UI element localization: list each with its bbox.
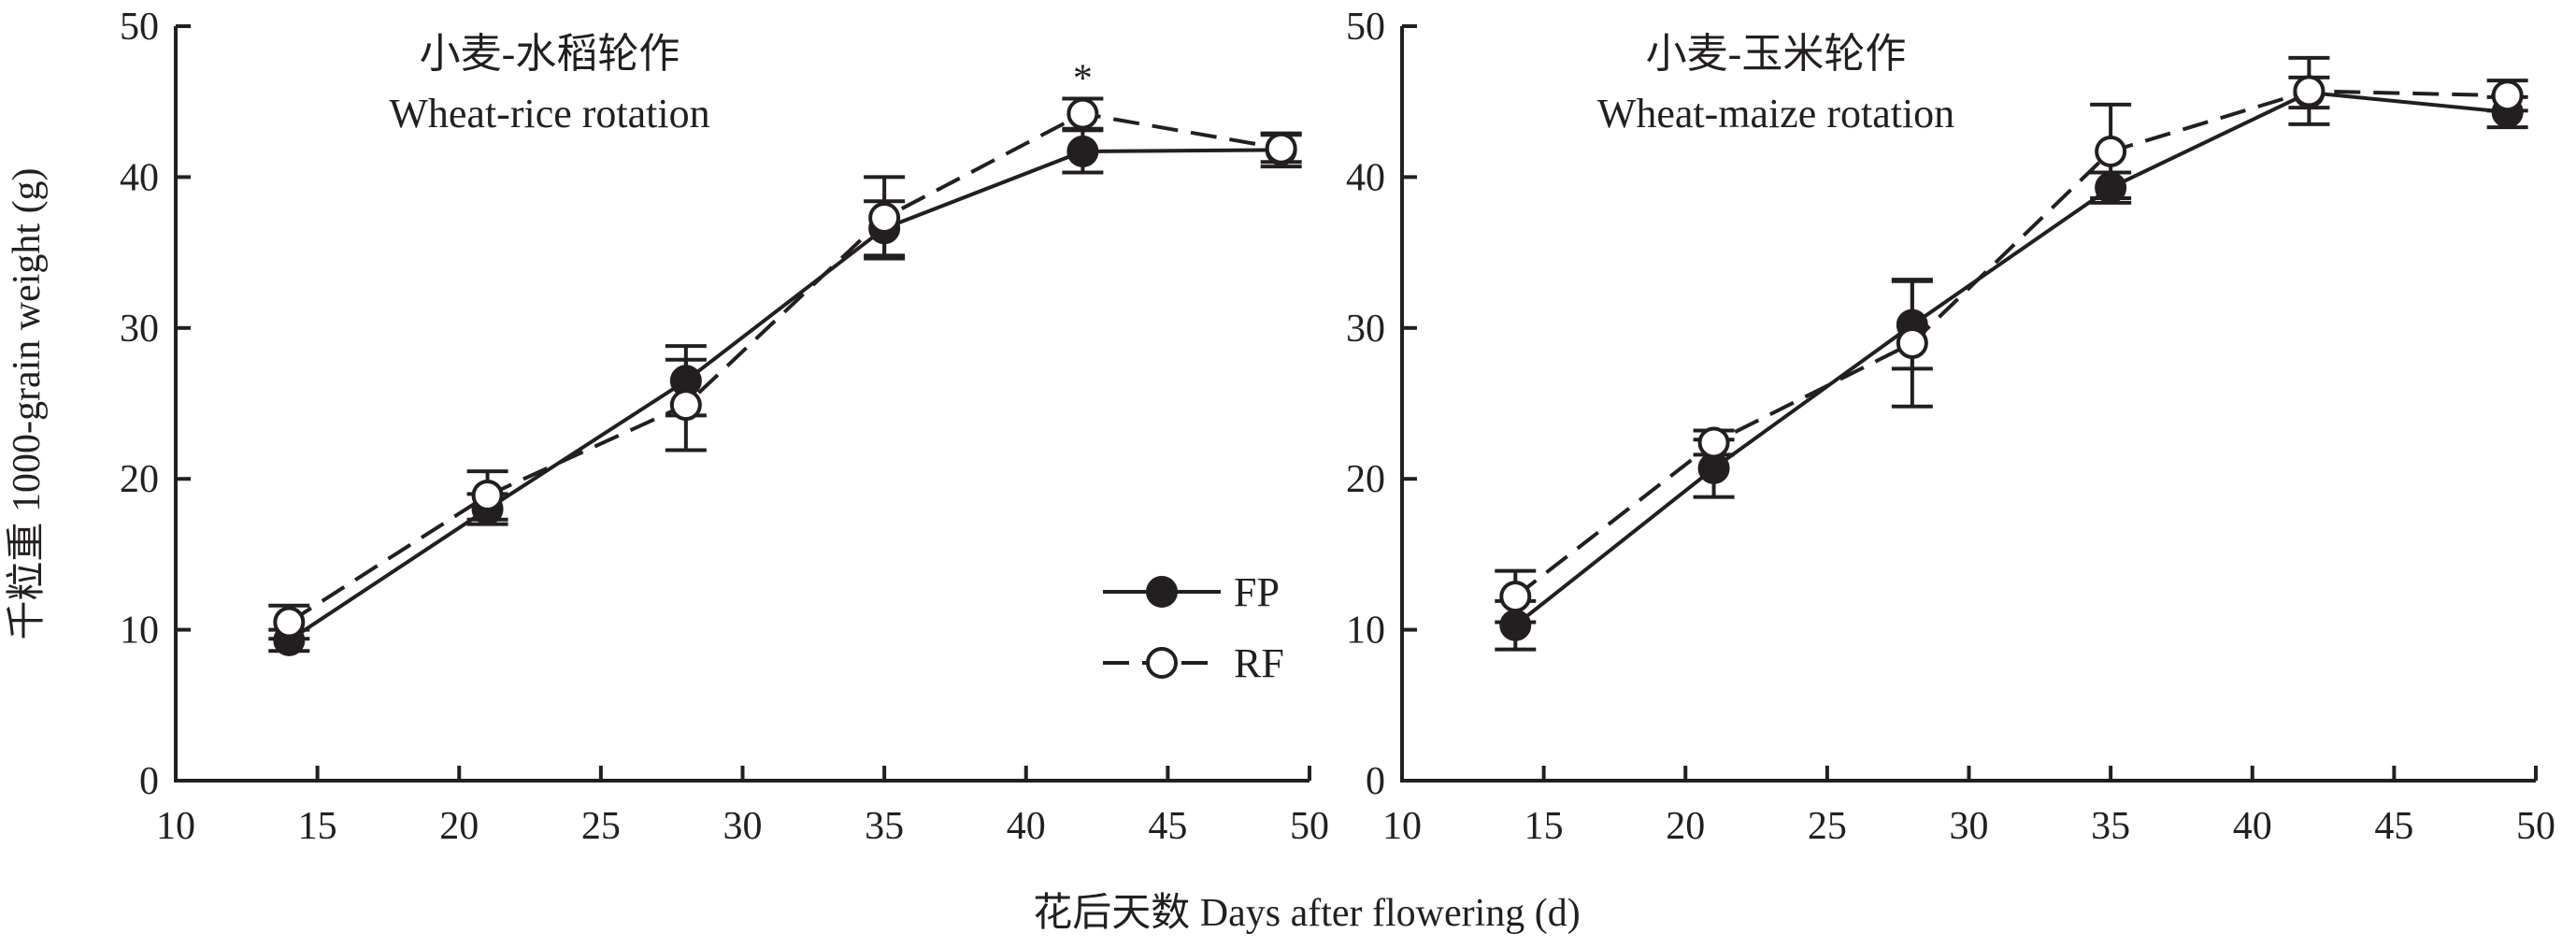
y-axis-label: 千粒重 1000-grain weight (g) xyxy=(6,167,49,639)
x-tick-label: 30 xyxy=(723,805,763,848)
y-tick-label: 20 xyxy=(120,458,159,501)
data-point-RF xyxy=(1697,426,1730,459)
x-tick-label: 40 xyxy=(1007,805,1046,848)
x-tick-label: 35 xyxy=(2091,805,2130,848)
x-tick-label: 15 xyxy=(1524,805,1564,848)
data-point-RF xyxy=(2293,75,2326,108)
x-axis-label: 花后天数 Days after flowering (d) xyxy=(1033,892,1581,935)
data-point-RF xyxy=(1066,97,1099,130)
x-tick-label: 15 xyxy=(298,805,337,848)
legend: FP RF xyxy=(1103,569,1284,686)
x-tick-label: 40 xyxy=(2233,805,2272,848)
y-tick-label: 30 xyxy=(1346,308,1385,351)
y-tick-label: 30 xyxy=(120,308,159,351)
legend-marker-RF xyxy=(1146,647,1178,679)
series-line-RF xyxy=(1514,89,2508,598)
x-tick-label: 50 xyxy=(2516,805,2555,848)
series-line-RF xyxy=(288,111,1282,625)
y-tick-label: 0 xyxy=(1366,760,1385,803)
y-tick-label: 50 xyxy=(1346,6,1385,49)
x-tick-label: 50 xyxy=(1290,805,1329,848)
data-point-RF xyxy=(2095,135,2127,167)
data-point-RF xyxy=(273,606,306,639)
x-tick-label: 10 xyxy=(156,805,195,848)
data-point-FP xyxy=(2095,171,2127,204)
data-point-RF xyxy=(669,389,702,422)
data-point-RF xyxy=(868,201,901,234)
x-tick-label: 10 xyxy=(1382,805,1422,848)
y-tick-label: 50 xyxy=(120,6,159,49)
panel-1: 10 15 20 25 30 35 40 45 5001020304050小麦-水稻轮作Whea… xyxy=(120,6,1329,848)
panel-title-cn: 小麦-玉米轮作 xyxy=(1646,31,1907,77)
data-point-RF xyxy=(1499,581,1532,613)
y-tick-label: 10 xyxy=(120,610,159,653)
legend-label-RF: RF xyxy=(1234,640,1284,686)
data-point-RF xyxy=(1896,326,1928,359)
x-tick-label: 45 xyxy=(2374,805,2413,848)
significance-marker: * xyxy=(1073,57,1093,100)
series-line-FP xyxy=(288,148,1281,642)
series-line-FP xyxy=(1514,90,2508,627)
y-tick-label: 10 xyxy=(1346,610,1385,653)
legend-marker-FP xyxy=(1146,576,1178,608)
x-tick-label: 35 xyxy=(865,805,904,848)
y-tick-label: 0 xyxy=(139,760,159,803)
y-tick-label: 40 xyxy=(1346,156,1385,199)
data-point-RF xyxy=(2491,79,2524,112)
x-tick-label: 20 xyxy=(1666,805,1705,848)
panel-title-cn: 小麦-水稻轮作 xyxy=(420,31,680,77)
x-tick-label: 20 xyxy=(439,805,479,848)
panel-2: 10 15 20 25 30 35 40 45 5001020304050小麦-玉米轮作Whea… xyxy=(1346,6,2555,848)
y-tick-label: 40 xyxy=(120,156,159,199)
data-point-RF xyxy=(471,479,504,511)
x-tick-label: 45 xyxy=(1148,805,1187,848)
data-point-FP xyxy=(1066,135,1099,167)
panel-title: Wheat-rice rotation xyxy=(389,91,709,136)
x-tick-label: 30 xyxy=(1950,805,1989,848)
x-tick-label: 25 xyxy=(581,805,621,848)
panel-title: Wheat-maize rotation xyxy=(1597,91,1954,136)
data-point-RF xyxy=(1265,132,1297,165)
y-tick-label: 20 xyxy=(1346,458,1385,501)
data-point-FP xyxy=(1499,609,1532,641)
x-tick-label: 25 xyxy=(1808,805,1847,848)
legend-label-FP: FP xyxy=(1234,569,1280,615)
